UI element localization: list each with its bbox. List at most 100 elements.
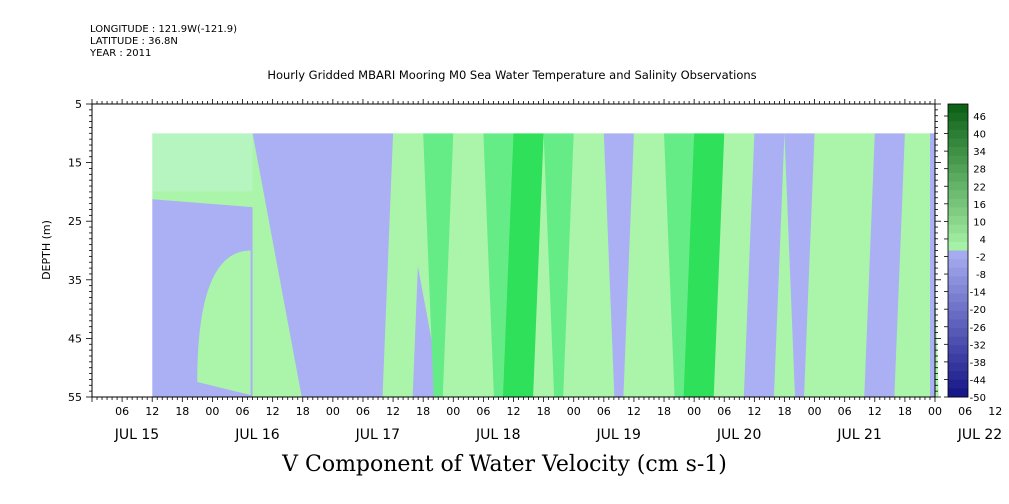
x-day-label: JUL 18	[475, 427, 520, 443]
colorbar-swatch	[948, 293, 968, 303]
x-hour-label: 12	[386, 405, 400, 418]
x-hour-label: 00	[808, 405, 822, 418]
colorbar-label: -8	[976, 270, 986, 281]
x-hour-label: 18	[296, 405, 310, 418]
colorbar-swatch	[948, 336, 968, 346]
y-tick-label: 5	[75, 98, 82, 111]
heatmap-band	[502, 133, 544, 398]
colorbar-swatch	[948, 362, 968, 372]
colorbar-swatch	[948, 138, 968, 148]
colorbar-swatch	[948, 259, 968, 269]
no-data-left	[92, 104, 153, 397]
colorbar-label: -2	[976, 253, 986, 264]
heatmap-band	[743, 133, 785, 398]
heatmap-band	[382, 133, 424, 398]
colorbar-label: 46	[973, 112, 986, 123]
x-hour-label: 12	[868, 405, 882, 418]
colorbar-swatch	[948, 172, 968, 183]
x-hour-label: 12	[507, 405, 521, 418]
colorbar-swatch	[948, 319, 968, 329]
colorbar-swatch	[948, 379, 968, 389]
x-hour-label: 00	[326, 405, 340, 418]
heatmap-band	[683, 133, 725, 398]
no-data-top	[92, 104, 935, 134]
x-day-label: JUL 21	[836, 427, 881, 443]
x-hour-label: 12	[988, 405, 1002, 418]
y-axis-label: DEPTH (m)	[40, 220, 53, 280]
variable-title: V Component of Water Velocity (cm s-1)	[282, 452, 727, 477]
heatmap-band	[563, 133, 604, 398]
colorbar-label: 16	[973, 200, 986, 211]
colorbar-swatch	[948, 190, 968, 200]
colorbar-swatch	[948, 155, 968, 165]
x-hour-label: 18	[537, 405, 551, 418]
colorbar-swatch	[948, 121, 968, 131]
longitude-label: LONGITUDE : 121.9W(-121.9)	[90, 24, 237, 35]
x-hour-label: 12	[266, 405, 280, 418]
x-hour-label: 00	[205, 405, 219, 418]
year-label: YEAR : 2011	[90, 48, 152, 59]
x-day-label: JUL 16	[234, 427, 280, 443]
x-hour-label: 12	[747, 405, 761, 418]
colorbar-label: -26	[970, 323, 986, 334]
x-hour-label: 06	[476, 405, 490, 418]
colorbar-label: 28	[973, 165, 986, 176]
y-tick-label: 45	[68, 332, 82, 345]
x-day-label: JUL 20	[716, 427, 761, 443]
x-hour-label: 18	[898, 405, 912, 418]
colorbar-swatch	[948, 233, 968, 243]
x-hour-label: 06	[838, 405, 852, 418]
colorbar-swatch	[948, 284, 968, 295]
x-hour-label: 18	[657, 405, 671, 418]
x-day-label: JUL 22	[957, 427, 1002, 443]
x-hour-label: 00	[446, 405, 460, 418]
x-hour-label: 06	[717, 405, 731, 418]
x-hour-label: 06	[958, 405, 972, 418]
heatmap-tail	[929, 133, 935, 398]
colorbar-swatch	[948, 181, 968, 191]
colorbar-swatch	[948, 267, 968, 277]
heatmap-early-top	[152, 133, 253, 192]
heatmap-early-positive	[197, 250, 251, 395]
colorbar-swatch	[948, 276, 968, 286]
colorbar-swatch	[948, 250, 968, 260]
colorbar-label: 10	[973, 217, 986, 228]
x-hour-label: 18	[175, 405, 189, 418]
y-tick-label: 35	[68, 274, 82, 287]
colorbar-swatch	[948, 388, 968, 398]
colorbar: 46 40 34 28 22 16 10 4 -2 -8 -14 -20 -26 -32 -38 -44 -50	[944, 103, 986, 404]
heatmap-band	[623, 133, 665, 398]
colorbar-label: -14	[970, 288, 986, 299]
colorbar-label: -44	[970, 375, 986, 386]
x-hour-label: 06	[597, 405, 611, 418]
x-day-label: JUL 15	[114, 427, 159, 443]
x-hour-label: 06	[356, 405, 370, 418]
colorbar-swatch	[948, 216, 968, 226]
x-hour-label: 00	[567, 405, 581, 418]
heatmap-band	[864, 133, 905, 398]
heatmap-band	[804, 133, 845, 398]
x-hour-label: 06	[115, 405, 129, 418]
colorbar-swatch	[948, 224, 968, 234]
colorbar-swatch	[948, 345, 968, 355]
colorbar-swatch	[948, 371, 968, 381]
colorbar-label: -32	[970, 340, 986, 351]
x-hour-label: 06	[236, 405, 250, 418]
colorbar-swatch	[948, 353, 968, 364]
x-hour-label: 18	[416, 405, 430, 418]
y-tick-label: 15	[68, 157, 82, 170]
colorbar-label: -50	[970, 393, 986, 404]
y-tick-label: 55	[68, 391, 82, 404]
colorbar-label: -20	[970, 305, 986, 316]
colorbar-swatch	[948, 207, 968, 217]
colorbar-swatch	[948, 112, 968, 122]
colorbar-label: 34	[973, 147, 986, 158]
colorbar-label: 40	[973, 130, 986, 141]
x-hour-label: 12	[627, 405, 641, 418]
chart-title: Hourly Gridded MBARI Mooring M0 Sea Wate…	[267, 68, 757, 82]
x-hour-label: 12	[145, 405, 159, 418]
y-tick-label: 25	[68, 215, 82, 228]
colorbar-swatch	[948, 129, 968, 139]
heatmap-band	[442, 133, 484, 398]
